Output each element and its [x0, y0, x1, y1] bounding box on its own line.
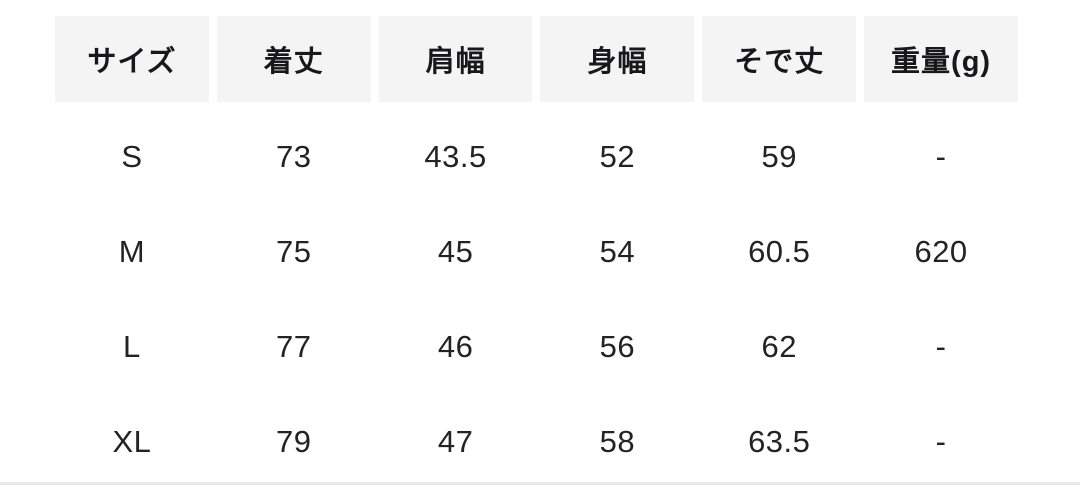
cell-value: 47 — [437, 423, 474, 459]
cell-size: S — [121, 138, 143, 174]
table-row-l: L 77 46 56 62 - — [55, 292, 1018, 387]
cell-value: 54 — [599, 233, 636, 269]
cell-value: - — [935, 328, 947, 364]
column-header-body-width: 身幅 — [540, 16, 695, 102]
table-header-row: サイズ 着丈 肩幅 身幅 そで丈 重量(g) — [55, 16, 1018, 102]
cell-value: 58 — [599, 423, 636, 459]
column-header-body-length: 着丈 — [216, 16, 371, 102]
cell-value: 43.5 — [424, 138, 487, 174]
column-header-shoulder-width: 肩幅 — [378, 16, 533, 102]
table-row-xl: XL 79 47 58 63.5 - — [55, 387, 1018, 482]
cell-size: L — [123, 328, 141, 364]
table-row-s: S 73 43.5 52 59 - — [55, 102, 1018, 197]
column-header-sleeve-length: そで丈 — [702, 16, 857, 102]
cell-value: 79 — [276, 423, 312, 459]
cell-value: - — [935, 138, 947, 174]
cell-size: XL — [112, 423, 152, 459]
cell-value: 46 — [437, 328, 474, 364]
cell-value: - — [935, 423, 947, 459]
cell-value: 77 — [276, 328, 312, 364]
cell-value: 63.5 — [748, 423, 811, 459]
cell-value: 52 — [599, 138, 636, 174]
cell-value: 620 — [914, 233, 968, 269]
cell-value: 45 — [437, 233, 474, 269]
column-header-size: サイズ — [55, 16, 209, 102]
cell-value: 60.5 — [748, 233, 811, 269]
cell-value: 73 — [276, 138, 312, 174]
cell-value: 59 — [761, 138, 797, 174]
size-chart-table: サイズ 着丈 肩幅 身幅 そで丈 重量(g) S 73 43.5 52 59 -… — [55, 16, 1018, 482]
cell-value: 75 — [276, 233, 312, 269]
cell-size: M — [118, 233, 146, 269]
next-section-divider — [0, 482, 1080, 485]
cell-value: 62 — [761, 328, 797, 364]
table-row-m: M 75 45 54 60.5 620 — [55, 197, 1018, 292]
cell-value: 56 — [599, 328, 636, 364]
column-header-weight-g: 重量(g) — [864, 16, 1018, 102]
